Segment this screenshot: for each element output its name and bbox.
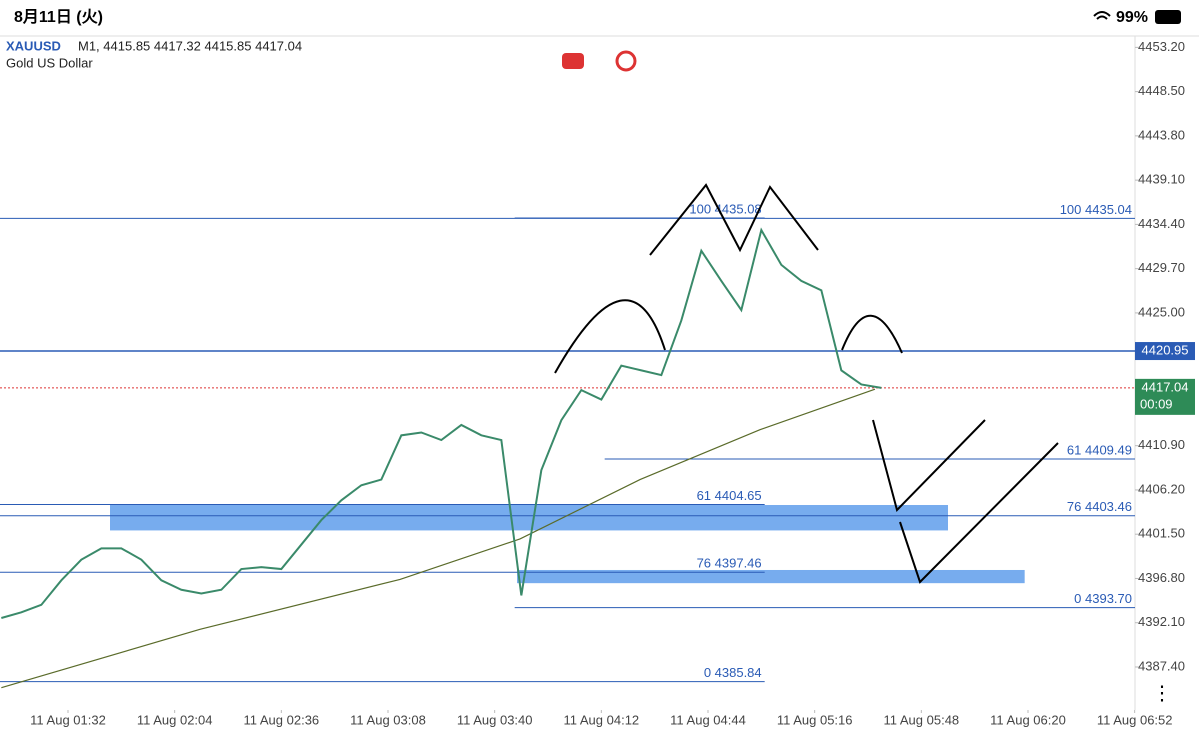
x-tick-label: 11 Aug 03:40 — [457, 712, 533, 727]
fib-label: 76 4403.46 — [1067, 499, 1132, 514]
fib-label: 61 4409.49 — [1067, 442, 1132, 457]
y-tick-label: 4443.80 — [1138, 127, 1185, 142]
y-tick-label: 4401.50 — [1138, 526, 1185, 541]
y-tick-label: 4387.40 — [1138, 658, 1185, 673]
zone — [110, 505, 948, 531]
pattern-line — [872, 419, 986, 512]
symbol[interactable]: XAUUSD — [6, 38, 61, 53]
x-tick-label: 11 Aug 01:32 — [30, 712, 106, 727]
y-tick-label: 4392.10 — [1138, 614, 1185, 629]
fib-label: 100 4435.04 — [1060, 202, 1132, 217]
x-tick-label: 11 Aug 04:44 — [670, 712, 746, 727]
subtitle: Gold US Dollar — [6, 55, 93, 70]
last-price-tag — [1135, 378, 1195, 415]
fib-label: 100 4435.08 — [689, 201, 761, 216]
y-tick-label: 4434.40 — [1138, 216, 1185, 231]
wifi-icon — [1093, 11, 1111, 20]
x-tick-label: 11 Aug 02:36 — [243, 712, 319, 727]
plot: 100 4435.04 61 4409.49 76 4403.46 0 4393.70… — [0, 201, 1135, 689]
ohlc: M1, 4415.85 4417.32 4415.85 4417.04 — [78, 38, 302, 53]
y-tick-label: 4425.00 — [1138, 304, 1185, 319]
fib-label: 76 4397.46 — [697, 556, 762, 571]
x-tick-label: 11 Aug 05:48 — [883, 712, 959, 727]
x-tick-label: 11 Aug 05:16 — [777, 712, 853, 727]
price-tag — [1135, 342, 1195, 361]
status-date: 8月11日 (火) — [14, 8, 103, 26]
x-tick-label: 11 Aug 04:12 — [563, 712, 639, 727]
y-tick-label: 4429.70 — [1138, 260, 1185, 275]
countdown: 00:09 — [1140, 396, 1173, 411]
pattern-arc — [554, 299, 666, 374]
pattern-line — [649, 183, 819, 256]
x-tick-label: 11 Aug 02:04 — [137, 712, 213, 727]
y-tick-label: 4396.80 — [1138, 570, 1185, 585]
more-button[interactable]: ⋮ — [1152, 682, 1172, 704]
zone — [517, 569, 1025, 584]
price-tag-text: 4420.95 — [1142, 342, 1189, 357]
y-tick-label: 4406.20 — [1138, 481, 1185, 496]
fib-label: 61 4404.65 — [697, 488, 762, 503]
y-tick-label: 4453.20 — [1138, 39, 1185, 54]
y-tick-label: 4439.10 — [1138, 172, 1185, 187]
fib-label: 0 4393.70 — [1074, 591, 1132, 606]
tool-icon[interactable] — [615, 50, 637, 72]
battery-icon — [1155, 10, 1181, 24]
price-line — [1, 227, 882, 619]
y-tick-label: 4410.90 — [1138, 437, 1185, 452]
x-tick-label: 11 Aug 03:08 — [350, 712, 426, 727]
y-tick-label: 4448.50 — [1138, 83, 1185, 98]
x-tick-label: 11 Aug 06:20 — [990, 712, 1066, 727]
fib-label: 0 4385.84 — [704, 665, 762, 680]
pattern-line — [899, 442, 1059, 584]
hand-drawing — [554, 183, 1059, 584]
pattern-arc — [841, 314, 903, 354]
moving-average — [1, 388, 876, 689]
last-price-text: 4417.04 — [1142, 379, 1189, 394]
battery-text: 99% — [1116, 9, 1148, 26]
tool-icon[interactable] — [562, 53, 584, 69]
x-tick-label: 11 Aug 06:52 — [1097, 712, 1173, 727]
